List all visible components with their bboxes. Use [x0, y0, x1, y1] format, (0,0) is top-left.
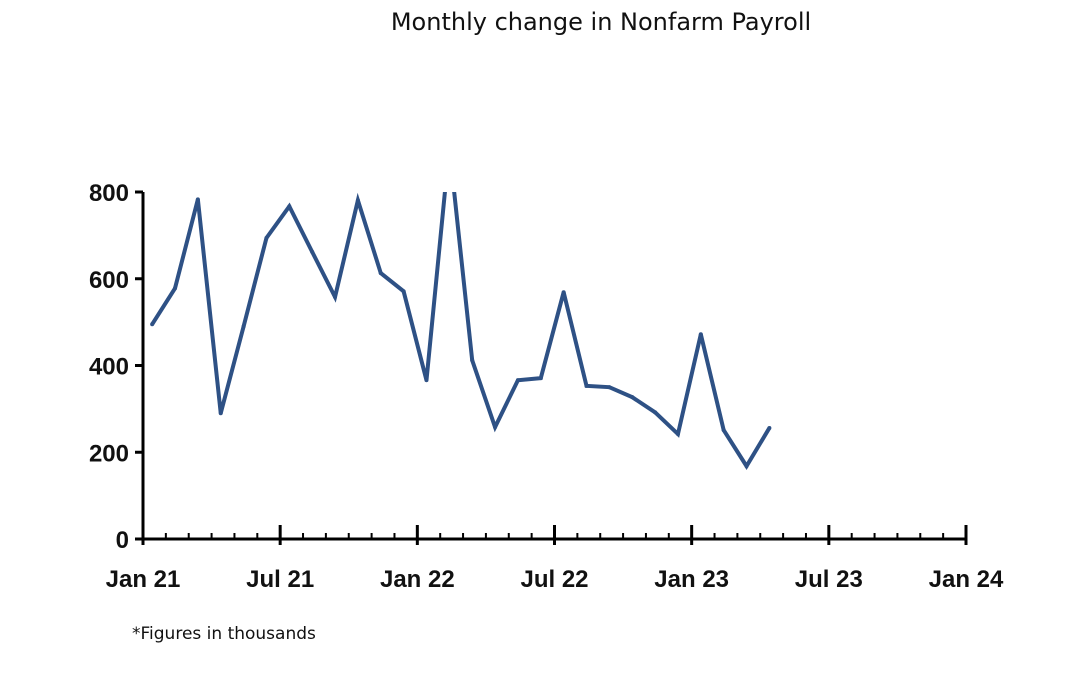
data-point — [447, 145, 451, 149]
data-point — [698, 332, 703, 337]
x-tick-label: Jul 23 — [795, 566, 863, 593]
y-tick-label: 600 — [89, 267, 129, 294]
y-tick-label: 400 — [89, 354, 129, 381]
x-tick-label: Jan 22 — [380, 566, 455, 593]
data-point — [378, 271, 383, 276]
data-point — [195, 197, 200, 202]
data-point — [515, 378, 520, 383]
data-point — [173, 286, 178, 291]
data-point — [607, 385, 612, 390]
chart-title: Monthly change in Nonfarm Payroll — [390, 8, 812, 36]
x-tick-label: Jul 21 — [246, 566, 314, 593]
data-point — [721, 428, 726, 433]
data-point — [767, 425, 772, 430]
data-point — [355, 198, 360, 203]
data-point — [401, 289, 406, 294]
data-point — [653, 410, 658, 415]
data-point — [150, 322, 155, 327]
data-point — [424, 378, 429, 383]
y-tick-label: 800 — [89, 180, 129, 207]
data-point — [287, 204, 292, 209]
x-tick-label: Jul 22 — [520, 566, 588, 593]
footnote: *Figures in thousands — [132, 624, 316, 644]
x-tick-label: Jan 24 — [929, 566, 1004, 593]
data-point — [470, 358, 475, 363]
data-point — [744, 464, 749, 469]
data-point — [561, 290, 566, 295]
data-line — [150, 192, 772, 470]
data-point — [218, 411, 223, 416]
y-tick-label: 200 — [89, 440, 129, 467]
data-point — [241, 324, 246, 329]
data-point — [264, 235, 269, 240]
data-point — [630, 395, 635, 400]
data-point — [333, 294, 338, 299]
data-point — [675, 432, 680, 437]
x-tick-label: Jan 23 — [654, 566, 729, 593]
data-point — [493, 425, 498, 430]
data-point — [310, 249, 315, 254]
data-point — [584, 383, 589, 388]
data-point — [538, 376, 543, 381]
y-tick-label: 0 — [116, 527, 129, 554]
x-tick-label: Jan 21 — [106, 566, 181, 593]
